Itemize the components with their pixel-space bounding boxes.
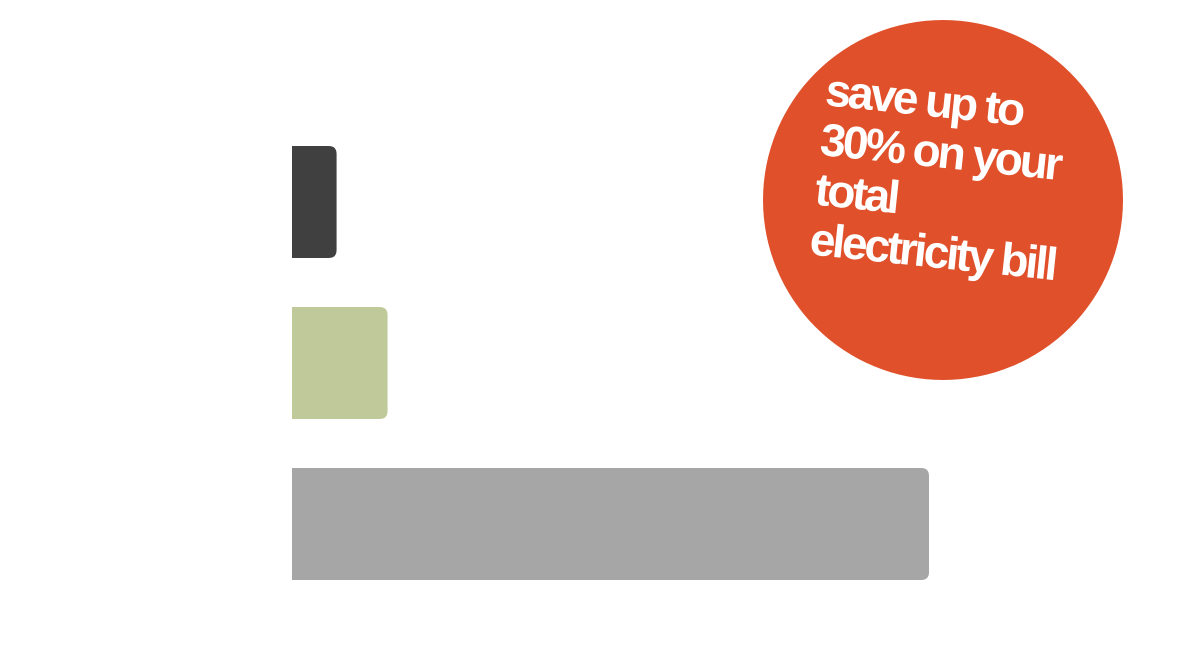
- badge-text: total: [813, 163, 900, 223]
- bar: [292, 146, 337, 258]
- badge-circle: [763, 20, 1123, 380]
- bars: [292, 146, 929, 580]
- bar: [292, 468, 929, 580]
- bar: [292, 307, 388, 419]
